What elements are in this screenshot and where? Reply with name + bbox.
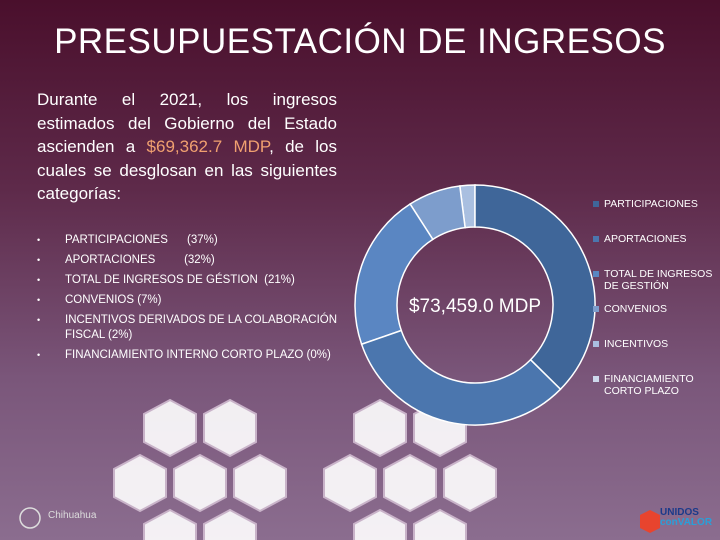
center-label: $73,459.0 MDP bbox=[409, 296, 541, 317]
legend-label: CONVENIOS bbox=[604, 303, 668, 315]
bullet-item: APORTACIONES (32%) bbox=[37, 253, 342, 268]
legend-swatch bbox=[593, 236, 599, 242]
paragraph-text: Durante el 2021, los ingresos estimados … bbox=[37, 90, 337, 156]
donut-segment bbox=[360, 329, 562, 426]
donut-segment bbox=[354, 203, 434, 346]
bullet-item: INCENTIVOS DERIVADOS DE LA COLABORACIÓN … bbox=[37, 313, 342, 343]
logo-text: Chihuahua bbox=[48, 510, 97, 521]
legend-swatch bbox=[593, 306, 599, 312]
bullet-list: PARTICIPACIONES (37%) APORTACIONES (32%) T… bbox=[37, 233, 342, 368]
legend-label: PARTICIPACIONES bbox=[604, 198, 698, 210]
legend-item: APORTACIONES bbox=[593, 233, 718, 268]
donut-segment bbox=[409, 185, 466, 241]
paragraph: Durante el 2021, los ingresos estimados … bbox=[37, 88, 337, 206]
legend-item: TOTAL DE INGRESOS DE GESTIÓN bbox=[593, 268, 718, 303]
donut-segment bbox=[474, 184, 596, 391]
legend-label: APORTACIONES bbox=[604, 233, 687, 245]
bullet-item: FINANCIAMIENTO INTERNO CORTO PLAZO (0%) bbox=[37, 348, 342, 363]
highlight-amount: $69,362.7 MDP bbox=[146, 137, 270, 156]
paragraph-text: , de los cuales se desglosan en las sigu… bbox=[37, 137, 338, 203]
logo-line: UNIDOS bbox=[660, 507, 699, 518]
bullet-item: TOTAL DE INGRESOS DE GÉSTION (21%) bbox=[37, 273, 342, 288]
legend-swatch bbox=[593, 341, 599, 347]
legend-label: FINANCIAMIENTO CORTO PLAZO bbox=[604, 373, 694, 397]
bullet-item: PARTICIPACIONES (37%) bbox=[37, 233, 342, 248]
legend-swatch bbox=[593, 201, 599, 207]
legend-label: TOTAL DE INGRESOS DE GESTIÓN bbox=[604, 268, 713, 292]
title: PRESUPUESTACIÓN DE INGRESOS bbox=[54, 22, 666, 61]
logo-text: UNIDOS conVALOR bbox=[660, 508, 712, 528]
legend-label: INCENTIVOS bbox=[604, 338, 669, 350]
logo-line: conVALOR bbox=[660, 517, 713, 528]
legend: PARTICIPACIONES APORTACIONES TOTAL DE INGR… bbox=[593, 198, 718, 408]
legend-item: INCENTIVOS bbox=[593, 338, 718, 373]
bullet-item: CONVENIOS (7%) bbox=[37, 293, 342, 308]
legend-item: FINANCIAMIENTO CORTO PLAZO bbox=[593, 373, 718, 408]
legend-item: CONVENIOS bbox=[593, 303, 718, 338]
legend-item: PARTICIPACIONES bbox=[593, 198, 718, 233]
legend-swatch bbox=[593, 271, 599, 277]
legend-swatch bbox=[593, 376, 599, 382]
